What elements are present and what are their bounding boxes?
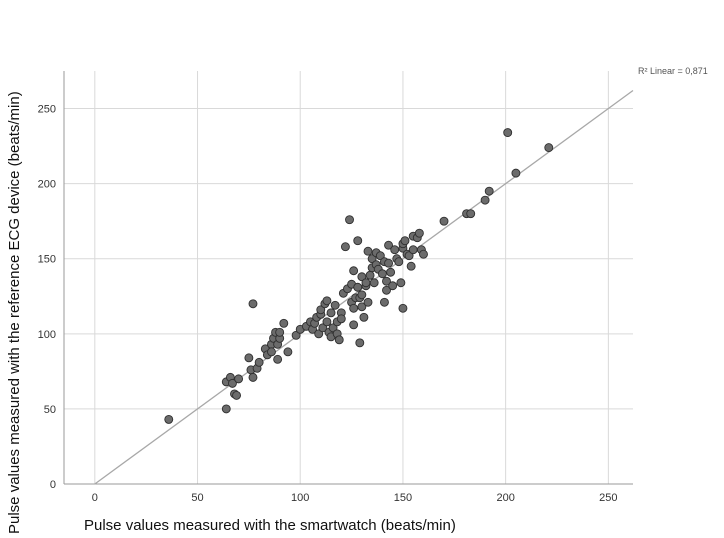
x-tick-label: 250 [599, 492, 617, 504]
data-point [340, 242, 350, 252]
data-point [384, 240, 394, 250]
data-point [382, 276, 391, 286]
data-point [316, 305, 326, 315]
y-tick-label: 0 [50, 479, 56, 491]
data-point [511, 168, 521, 178]
data-point [336, 314, 346, 324]
data-point [484, 186, 494, 196]
x-axis-title: Pulse values measured with the smartwatc… [84, 517, 456, 534]
data-point [279, 318, 289, 328]
data-point [328, 323, 338, 333]
data-point [400, 236, 410, 246]
data-point [394, 257, 404, 267]
data-point [419, 249, 428, 259]
data-point [275, 327, 285, 337]
data-point [365, 270, 375, 280]
tick-labels: 0 50 100 150 200 250 0 50 100 150 200 250 [38, 104, 618, 504]
axes [63, 71, 633, 485]
data-point [273, 354, 283, 364]
data-point [357, 290, 367, 300]
data-point [363, 297, 373, 307]
data-point [254, 357, 264, 367]
data-point [377, 269, 387, 279]
data-point [408, 245, 418, 255]
data-point [234, 374, 244, 384]
data-point [314, 329, 324, 339]
data-point [379, 297, 389, 307]
y-tick-label: 100 [38, 329, 56, 341]
data-point [363, 246, 373, 256]
data-point [503, 128, 513, 138]
data-point [439, 216, 449, 226]
x-tick-label: 150 [394, 492, 412, 504]
y-tick-label: 150 [38, 254, 56, 266]
data-point [386, 267, 396, 277]
data-point [349, 303, 359, 313]
data-point [414, 228, 424, 238]
data-point [322, 296, 332, 306]
data-point [388, 281, 398, 291]
data-point [404, 251, 414, 261]
data-point [480, 195, 490, 205]
data-point [466, 209, 476, 219]
data-point [357, 272, 367, 282]
y-tick-label: 200 [38, 179, 56, 191]
data-point [349, 320, 359, 330]
data-point [369, 278, 379, 288]
x-tick-label: 200 [496, 492, 514, 504]
data-point [367, 254, 377, 264]
data-point [353, 282, 363, 292]
data-point [244, 353, 254, 363]
y-axis-title: Pulse values measured with the reference… [6, 91, 23, 534]
x-tick-label: 50 [191, 492, 203, 504]
data-point [334, 335, 344, 345]
data-point [398, 303, 408, 313]
data-point [544, 143, 554, 153]
data-point [164, 414, 174, 424]
x-tick-label: 100 [291, 492, 309, 504]
data-point [291, 330, 301, 340]
data-point [357, 302, 367, 312]
data-point [345, 215, 354, 225]
data-point [396, 278, 406, 288]
data-point [283, 347, 293, 357]
data-point [375, 251, 385, 261]
data-point [359, 312, 369, 322]
data-point [267, 347, 276, 357]
data-point [353, 236, 363, 246]
data-point [322, 317, 332, 327]
data-point [330, 300, 340, 310]
data-point [248, 372, 258, 382]
data-point [232, 390, 241, 400]
data-points [164, 128, 554, 424]
gridlines [64, 71, 633, 484]
x-tick-label: 0 [92, 492, 98, 504]
y-tick-label: 50 [44, 404, 56, 416]
data-point [326, 308, 336, 318]
fit-line-label: R² Linear = 0,871 [638, 66, 708, 76]
data-point [384, 258, 394, 268]
data-point [227, 378, 237, 388]
data-point [406, 261, 416, 271]
y-tick-label: 250 [38, 104, 56, 116]
data-point [318, 323, 328, 333]
data-point [355, 338, 365, 348]
data-point [349, 266, 359, 276]
data-point [221, 404, 231, 414]
data-point [390, 245, 400, 255]
data-point [361, 278, 371, 288]
data-point [248, 299, 258, 309]
data-point [382, 285, 391, 295]
